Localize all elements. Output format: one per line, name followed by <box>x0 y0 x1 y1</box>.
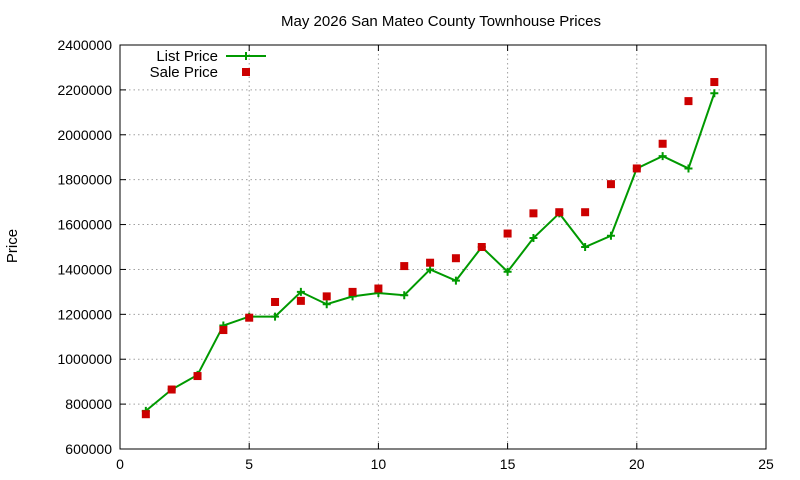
grid <box>120 45 766 449</box>
x-tick-label: 10 <box>371 456 387 472</box>
sale-price-point <box>477 243 486 251</box>
list-price-point <box>684 164 693 173</box>
y-tick-label: 1400000 <box>57 261 112 277</box>
list-price-point <box>271 312 280 321</box>
list-price-point <box>529 234 538 243</box>
plot-area <box>141 78 719 419</box>
sale-price-point <box>400 262 409 271</box>
list-price-point <box>322 300 331 309</box>
sale-price-point <box>658 139 667 148</box>
legend-square-marker <box>242 68 250 76</box>
y-tick-label: 800000 <box>65 396 112 412</box>
y-tick-label: 2400000 <box>57 37 112 53</box>
legend-item-sale-price: Sale Price <box>150 64 250 81</box>
sale-price-point <box>245 313 254 322</box>
y-tick-label: 2000000 <box>57 127 112 143</box>
list-price-point <box>503 267 512 276</box>
legend-item-list-price: List Price <box>156 48 266 65</box>
sale-price-point <box>529 209 538 218</box>
list-price-point <box>658 152 667 161</box>
list-price-series <box>141 89 719 415</box>
sale-price-point <box>632 164 641 173</box>
sale-price-point <box>296 296 305 305</box>
list-price-point <box>581 243 590 251</box>
sale-price-point <box>348 287 357 296</box>
sale-price-point <box>193 372 202 381</box>
x-tick-label: 5 <box>245 456 253 472</box>
x-tick-label: 15 <box>500 456 516 472</box>
axis-ticks: 0 5 10 15 20 25 600000 800000 1000000 1200000 1400… <box>57 37 774 472</box>
legend-label: Sale Price <box>150 64 218 81</box>
list-price-line <box>145 92 716 412</box>
x-tick-label: 0 <box>116 456 124 472</box>
list-price-point <box>400 291 409 300</box>
sale-price-point <box>684 97 693 106</box>
plot-frame <box>119 44 767 450</box>
sale-price-point <box>167 385 176 394</box>
chart-title: May 2026 San Mateo County Townhouse Pric… <box>281 13 601 30</box>
sale-price-point <box>710 78 719 87</box>
y-tick-label: 2200000 <box>57 82 112 98</box>
y-tick-label: 1600000 <box>57 217 112 233</box>
sale-price-point <box>322 292 331 301</box>
sale-price-series <box>141 78 719 419</box>
y-tick-label: 1200000 <box>57 306 112 322</box>
sale-price-point <box>503 229 512 238</box>
y-tick-label: 600000 <box>65 441 112 457</box>
list-price-point <box>296 287 305 296</box>
sale-price-point <box>426 258 435 267</box>
sale-price-point <box>555 208 564 217</box>
legend-plus-marker <box>242 52 250 60</box>
y-tick-label: 1800000 <box>57 172 112 188</box>
sale-price-point <box>451 254 460 263</box>
sale-price-point <box>219 326 228 335</box>
x-tick-label: 25 <box>758 456 774 472</box>
list-price-point <box>606 231 615 240</box>
legend-label: List Price <box>156 48 218 65</box>
sale-price-point <box>141 410 150 419</box>
sale-price-point <box>374 284 383 293</box>
list-price-point <box>710 89 719 98</box>
y-tick-label: 1000000 <box>57 351 112 367</box>
list-price-point <box>451 276 460 285</box>
sale-price-point <box>606 180 615 189</box>
y-axis-label: Price <box>4 229 21 263</box>
sale-price-point <box>271 297 280 306</box>
sale-price-point <box>581 208 590 217</box>
x-tick-label: 20 <box>629 456 645 472</box>
list-price-point <box>426 265 435 274</box>
